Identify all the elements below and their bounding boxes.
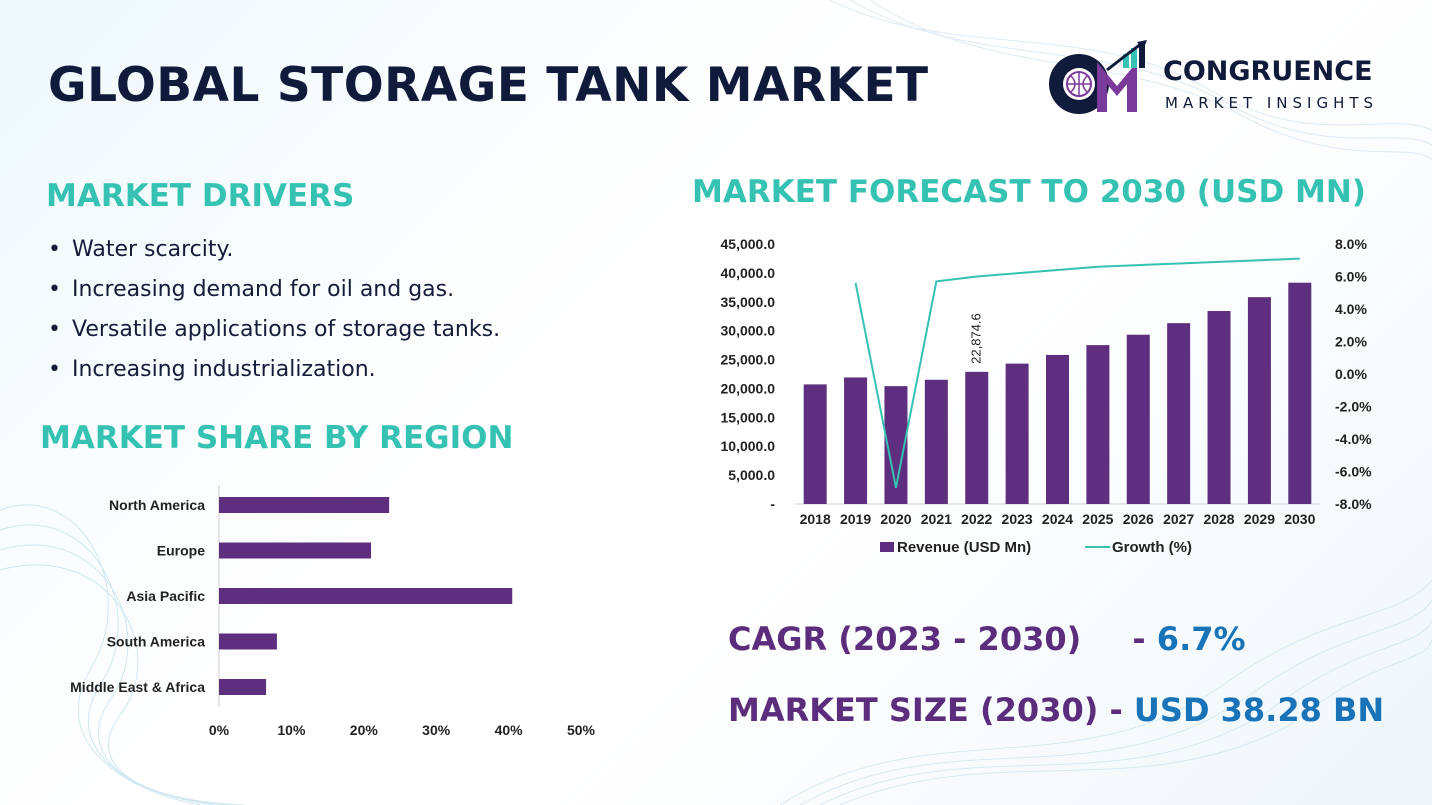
x-tick-label: 2020 [880, 511, 911, 527]
market-size-label: MARKET SIZE (2030) - [728, 691, 1134, 729]
driver-text: Water scarcity. [72, 237, 234, 262]
legend-swatch-revenue [880, 542, 894, 552]
region-share-chart: North America Europe Asia Pacific South Ame… [70, 485, 596, 738]
category-label: South America [107, 634, 205, 650]
region-bar [219, 542, 372, 559]
y-tick-label-right: 0.0% [1335, 366, 1367, 382]
category-label: Europe [157, 543, 205, 559]
forecast-chart: - 5,000.0 10,000.0 15,000.0 20,000.0 25,000.0… [721, 236, 1373, 556]
revenue-bar [1207, 311, 1231, 504]
category-label: North America [109, 497, 205, 513]
y-tick-label-left: 5,000.0 [728, 467, 775, 483]
y-tick-label-left: 35,000.0 [721, 294, 776, 310]
y-tick-label-right: 8.0% [1335, 236, 1367, 252]
market-size-value: USD 38.28 BN [1133, 691, 1385, 729]
revenue-bar [924, 379, 948, 504]
x-tick-label: 0% [209, 722, 230, 738]
y-tick-label-right: -2.0% [1335, 399, 1372, 415]
cagr-value: 6.7% [1156, 620, 1246, 658]
region-bar [219, 633, 277, 650]
revenue-bar [1005, 363, 1029, 504]
cagr-dash: - [1132, 620, 1157, 658]
x-tick-label: 2030 [1284, 511, 1315, 527]
x-tick-label: 2028 [1203, 511, 1234, 527]
cagr-label: CAGR (2023 - 2030) [728, 620, 1082, 658]
revenue-bar [884, 386, 908, 504]
background-wave [780, 579, 1432, 805]
driver-text: Increasing demand for oil and gas. [72, 277, 455, 302]
legend-label-revenue: Revenue (USD Mn) [897, 539, 1031, 556]
y-tick-label-left: 30,000.0 [721, 323, 776, 339]
x-tick-label: 2018 [800, 511, 831, 527]
y-tick-label-left: 40,000.0 [721, 265, 776, 281]
region-bar [219, 588, 513, 604]
revenue-bar [844, 377, 868, 504]
driver-text: Increasing industrialization. [72, 357, 376, 382]
x-tick-label: 2025 [1082, 511, 1113, 527]
x-tick-label: 20% [350, 722, 379, 738]
revenue-bar [803, 384, 827, 504]
market-drivers-heading: MARKET DRIVERS [46, 178, 355, 214]
y-tick-label-right: -8.0% [1335, 496, 1372, 512]
list-item: • Increasing industrialization. [48, 354, 500, 394]
driver-text: Versatile applications of storage tanks. [72, 317, 501, 342]
region-bar [219, 497, 390, 513]
region-bar [219, 679, 267, 695]
logo-subtitle: MARKET INSIGHTS [1165, 94, 1379, 112]
x-tick-label: 2021 [921, 511, 952, 527]
revenue-bar [1247, 297, 1271, 504]
y-tick-label-left: 15,000.0 [721, 409, 776, 425]
logo: CONGRUENCE MARKET INSIGHTS [1045, 40, 1395, 120]
revenue-bar [1167, 323, 1191, 504]
list-item: • Increasing demand for oil and gas. [48, 274, 500, 314]
revenue-bar [1126, 334, 1150, 504]
revenue-bar [1086, 345, 1110, 504]
x-tick-label: 2024 [1042, 511, 1073, 527]
category-label: Asia Pacific [126, 588, 205, 604]
cm-logo-icon [1049, 40, 1147, 114]
category-label: Middle East & Africa [70, 679, 205, 695]
x-tick-label: 2027 [1163, 511, 1194, 527]
page-title: GLOBAL STORAGE TANK MARKET [48, 58, 929, 113]
y-tick-label-left: 45,000.0 [721, 236, 776, 252]
x-tick-label: 50% [567, 722, 596, 738]
revenue-bar [1288, 282, 1312, 504]
y-tick-label-left: 25,000.0 [721, 352, 776, 368]
market-drivers-list: • Water scarcity. • Increasing demand for … [48, 234, 500, 394]
x-tick-label: 40% [495, 722, 524, 738]
market-forecast-heading: MARKET FORECAST TO 2030 (USD MN) [692, 174, 1366, 210]
list-item: • Versatile applications of storage tanks… [48, 314, 500, 354]
y-tick-label-right: -6.0% [1335, 464, 1372, 480]
x-tick-label: 2023 [1002, 511, 1033, 527]
revenue-bar [965, 371, 989, 504]
y-tick-label-right: 4.0% [1335, 301, 1367, 317]
y-tick-label-right: 2.0% [1335, 334, 1367, 350]
cagr-stat: CAGR (2023 - 2030) - 6.7% [728, 620, 1246, 658]
market-size-stat: MARKET SIZE (2030) - USD 38.28 BN [728, 691, 1384, 729]
y-tick-label-left: - [770, 496, 775, 512]
list-item: • Water scarcity. [48, 234, 500, 274]
y-tick-label-right: -4.0% [1335, 431, 1372, 447]
revenue-bar [1046, 354, 1069, 504]
market-share-heading: MARKET SHARE BY REGION [40, 420, 514, 456]
y-tick-label-right: 6.0% [1335, 269, 1367, 285]
x-tick-label: 2019 [840, 511, 871, 527]
y-tick-label-left: 10,000.0 [721, 438, 776, 454]
growth-line [854, 257, 1300, 488]
x-tick-label: 30% [422, 722, 451, 738]
x-tick-label: 2022 [961, 511, 992, 527]
logo-name: CONGRUENCE [1163, 56, 1373, 87]
x-tick-label: 10% [277, 722, 306, 738]
x-tick-label: 2029 [1244, 511, 1275, 527]
data-label: 22,874.6 [969, 313, 984, 364]
y-tick-label-left: 20,000.0 [721, 380, 776, 396]
x-tick-label: 2026 [1123, 511, 1154, 527]
legend-label-growth: Growth (%) [1112, 539, 1192, 556]
